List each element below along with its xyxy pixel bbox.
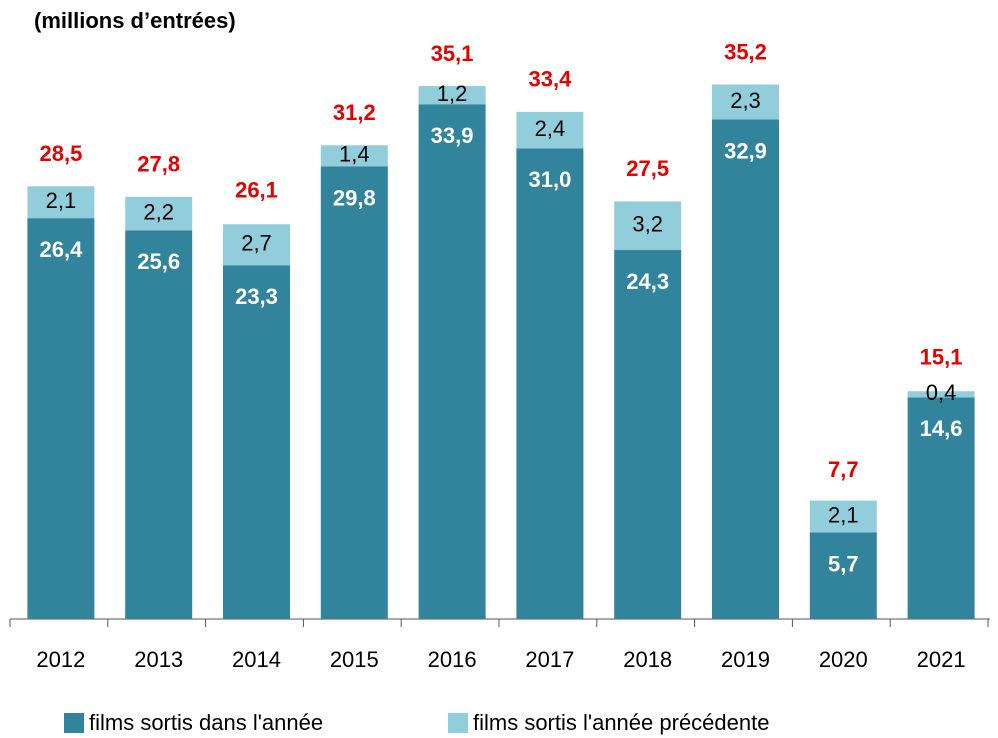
bar-segment [125,230,193,619]
x-tick-label: 2019 [721,647,770,672]
value-label: 26,4 [39,237,83,262]
bar-segment [614,250,682,619]
total-label: 27,8 [137,152,180,177]
bar-segment [809,500,877,533]
value-label: 25,6 [137,249,180,274]
x-tick-label: 2016 [428,647,477,672]
total-label: 15,1 [920,345,963,370]
value-label: 2,4 [535,116,566,141]
x-tick-label: 2017 [525,647,574,672]
x-tick-label: 2015 [330,647,379,672]
x-tick-label: 2021 [917,647,966,672]
x-tick-label: 2012 [36,647,85,672]
bar-segment [27,186,95,219]
bar-segment [516,111,584,149]
total-label: 27,5 [626,156,669,181]
legend-label: films sortis dans l'année [89,710,323,735]
chart-title: (millions d’entrées) [34,8,236,33]
value-label: 2,2 [143,199,174,224]
bar-segment [907,391,975,398]
total-label: 7,7 [828,457,859,482]
value-label: 2,1 [46,188,77,213]
x-tick-label: 2020 [819,647,868,672]
bar-segment [27,218,95,619]
total-label: 33,4 [528,67,572,92]
total-label: 26,1 [235,178,278,203]
bar-segment [614,201,682,251]
value-label: 31,0 [528,167,571,192]
value-label: 5,7 [828,551,859,576]
total-label: 35,2 [724,39,767,64]
bar-segment [712,119,779,619]
total-label: 28,5 [39,141,82,166]
value-label: 1,2 [437,81,468,106]
total-label: 31,2 [333,100,376,125]
legend-label: films sortis l'année précédente [473,710,769,735]
x-tick-label: 2013 [134,647,183,672]
bar-segment [418,86,486,105]
value-label: 33,9 [431,123,474,148]
x-tick-label: 2014 [232,647,281,672]
value-label: 0,4 [926,380,957,405]
value-label: 2,1 [828,502,859,527]
value-label: 24,3 [626,269,669,294]
value-label: 14,6 [920,416,963,441]
legend-swatch [448,713,468,733]
legend-swatch [64,713,84,733]
value-label: 23,3 [235,284,278,309]
bar-segment [125,196,193,231]
bar-segment [516,148,584,619]
value-label: 2,3 [730,88,761,113]
bar-segment [907,397,975,619]
bar-segment [418,104,486,620]
bar-segment [223,265,290,619]
value-label: 3,2 [632,212,663,237]
value-label: 1,4 [339,142,370,167]
bar-segment [712,84,779,120]
bar-segment [320,145,388,167]
value-label: 32,9 [724,138,767,163]
total-label: 35,1 [431,41,474,66]
bar-segment [223,224,290,266]
bar-segment [809,532,877,619]
bar-segment [320,166,388,619]
value-label: 29,8 [333,185,376,210]
x-tick-label: 2018 [623,647,672,672]
value-label: 2,7 [241,231,272,256]
